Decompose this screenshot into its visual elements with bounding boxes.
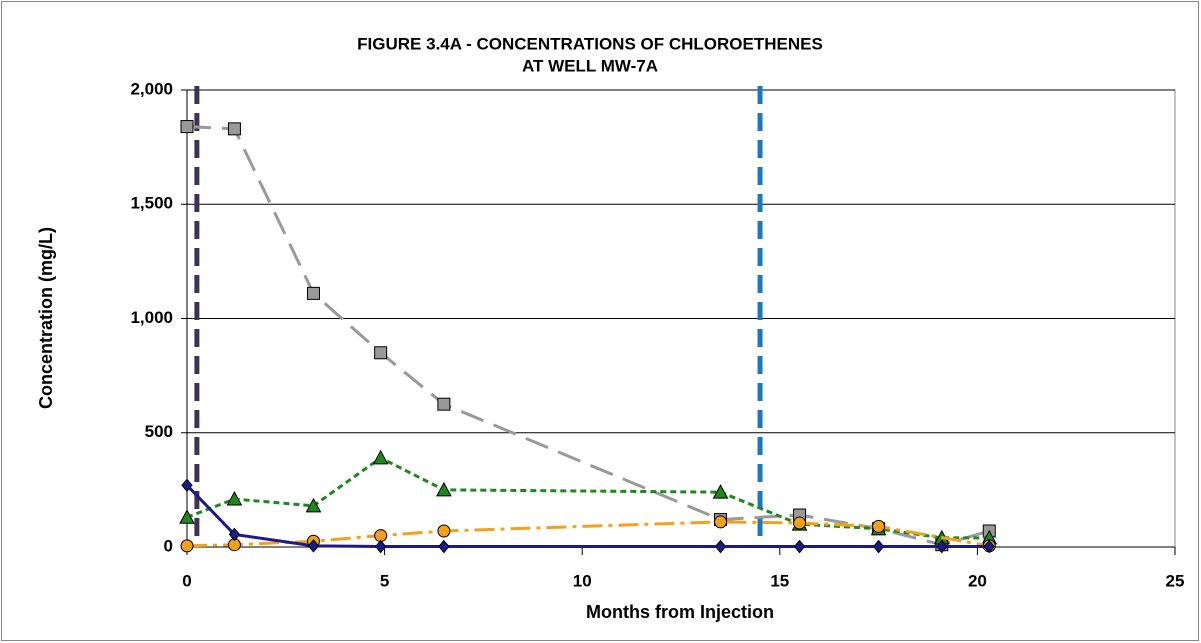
chart-title: AT WELL MW-7A	[522, 56, 658, 75]
marker	[436, 481, 452, 497]
x-tick-label: 0	[182, 571, 191, 590]
marker	[180, 539, 194, 553]
y-tick-label: 500	[145, 422, 173, 441]
marker	[228, 527, 241, 542]
marker	[180, 120, 194, 134]
marker	[714, 515, 728, 529]
y-tick-label: 1,500	[130, 194, 173, 213]
x-tick-label: 25	[1166, 571, 1185, 590]
x-axis-label: Months from Injection	[586, 602, 774, 622]
y-tick-label: 0	[164, 536, 173, 555]
marker	[872, 519, 886, 533]
x-tick-label: 15	[770, 571, 789, 590]
marker	[372, 449, 389, 465]
x-tick-label: 20	[968, 571, 987, 590]
marker	[872, 539, 885, 554]
x-tick-label: 5	[380, 571, 389, 590]
y-tick-label: 1,000	[130, 308, 173, 327]
series-line	[186, 125, 990, 547]
series-line	[185, 484, 990, 549]
marker	[793, 516, 807, 530]
marker	[793, 539, 806, 554]
marker	[307, 539, 320, 553]
marker	[179, 509, 195, 524]
marker	[374, 346, 388, 360]
marker	[714, 539, 727, 554]
marker	[306, 286, 320, 300]
marker	[983, 539, 995, 554]
y-tick-label: 2,000	[130, 79, 173, 98]
y-axis-label: Concentration (mg/L)	[36, 227, 56, 409]
marker	[712, 484, 729, 499]
series-line	[186, 456, 990, 540]
x-tick-label: 10	[573, 571, 592, 590]
marker	[181, 478, 193, 493]
marker	[305, 497, 322, 513]
marker	[438, 539, 450, 554]
marker	[437, 524, 451, 538]
marker	[437, 397, 451, 411]
chart-title: FIGURE 3.4A - CONCENTRATIONS OF CHLOROET…	[357, 34, 823, 53]
marker	[936, 539, 948, 554]
marker	[226, 490, 243, 506]
marker	[227, 122, 241, 136]
marker	[374, 539, 387, 554]
